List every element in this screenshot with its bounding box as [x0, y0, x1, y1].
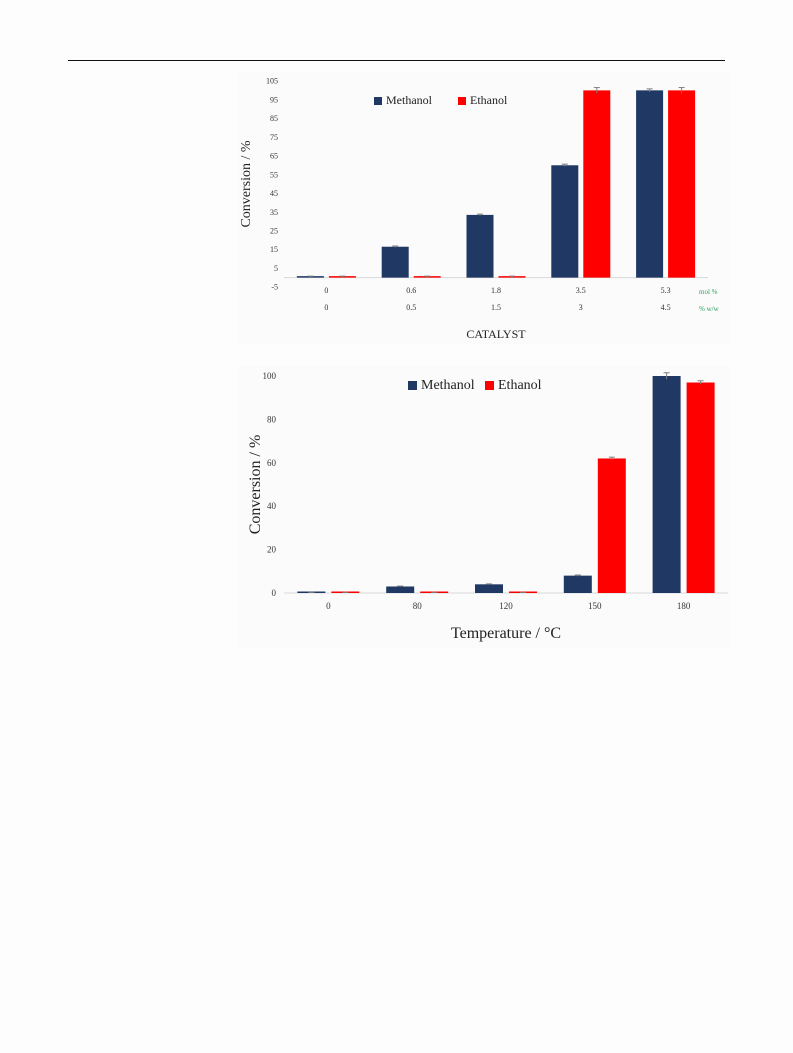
bar-ethanol-3.5 [583, 90, 611, 278]
temperature-chart-svg: 0 20 40 60 80 100 0 80 120 150 180 Temperature / °C… [247, 371, 728, 642]
x-tick-label: 120 [499, 601, 513, 611]
legend-label-ethanol: Ethanol [470, 93, 508, 107]
y-tick-label: 40 [267, 501, 277, 511]
y-tick-label: 25 [270, 226, 278, 235]
bar-methanol-5.3 [636, 90, 664, 278]
legend-swatch-methanol [408, 381, 417, 390]
x-tick-label: 180 [677, 601, 691, 611]
page-header-rule [68, 60, 725, 61]
x-unit-label-mol: mol % [699, 288, 718, 296]
legend-swatch-ethanol [458, 97, 466, 105]
y-tick-label: 20 [267, 545, 277, 555]
y-tick-label: 15 [270, 245, 278, 254]
x-unit-label-ww: % w/w [699, 305, 720, 313]
y-tick-label: 85 [270, 114, 278, 123]
x-tick-label-secondary: 3 [579, 303, 583, 312]
bar-ethanol-150 [597, 458, 626, 593]
bar-methanol-3.5 [551, 165, 579, 278]
x-tick-label: 1.8 [491, 286, 501, 295]
legend-label-methanol: Methanol [386, 93, 433, 107]
bar-methanol-120 [475, 584, 503, 593]
y-tick-label: 0 [272, 588, 277, 598]
bar-methanol-150 [563, 575, 592, 593]
x-tick-label: 5.3 [661, 286, 671, 295]
x-tick-label-secondary: 4.5 [661, 303, 671, 312]
y-tick-label: 55 [270, 170, 278, 179]
x-tick-label-secondary: 0 [324, 303, 328, 312]
y-tick-label: 65 [270, 152, 278, 161]
y-tick-label: 75 [270, 133, 278, 142]
y-axis-title: Conversion / % [239, 140, 254, 227]
legend-swatch-ethanol [485, 381, 494, 390]
x-tick-label: 0 [326, 601, 331, 611]
y-tick-label: 60 [267, 458, 277, 468]
y-axis-title: Conversion / % [247, 435, 264, 535]
y-tick-label: 80 [267, 414, 277, 424]
bar-ethanol-180 [686, 382, 715, 593]
x-tick-label-secondary: 1.5 [491, 303, 501, 312]
bar-methanol-0.6 [381, 246, 409, 278]
x-tick-label-secondary: 0.5 [406, 303, 416, 312]
x-tick-label: 150 [588, 601, 602, 611]
y-tick-label: 5 [274, 264, 278, 273]
y-tick-label: 95 [270, 95, 278, 104]
catalyst-chart-svg: -5 5 15 25 35 45 55 65 75 85 95 105 0 0.6 1.8 3.5 5.3 0 0.… [239, 77, 720, 341]
x-tick-label: 80 [413, 601, 423, 611]
bar-methanol-80 [386, 586, 415, 593]
catalyst-conversion-chart: -5 5 15 25 35 45 55 65 75 85 95 105 0 0.6 1.8 3.5 5.3 0 0.… [238, 72, 730, 344]
y-tick-label: 35 [270, 208, 278, 217]
y-tick-label: -5 [271, 283, 278, 292]
y-tick-label: 105 [266, 77, 278, 86]
legend-swatch-methanol [374, 97, 382, 105]
x-tick-label: 3.5 [576, 286, 586, 295]
bar-methanol-1.8 [466, 214, 494, 278]
x-tick-label: 0 [324, 286, 328, 295]
temperature-conversion-chart: 0 20 40 60 80 100 0 80 120 150 180 Temperature / °C… [238, 366, 730, 648]
x-axis-title: Temperature / °C [451, 625, 561, 642]
legend-label-ethanol: Ethanol [498, 378, 542, 393]
bar-ethanol-5.3 [668, 90, 696, 278]
y-tick-label: 45 [270, 189, 278, 198]
y-tick-label: 100 [263, 371, 277, 381]
bar-methanol-180 [652, 376, 681, 593]
x-axis-title: CATALYST [466, 327, 526, 341]
x-tick-label: 0.6 [406, 286, 416, 295]
legend-label-methanol: Methanol [421, 378, 475, 393]
